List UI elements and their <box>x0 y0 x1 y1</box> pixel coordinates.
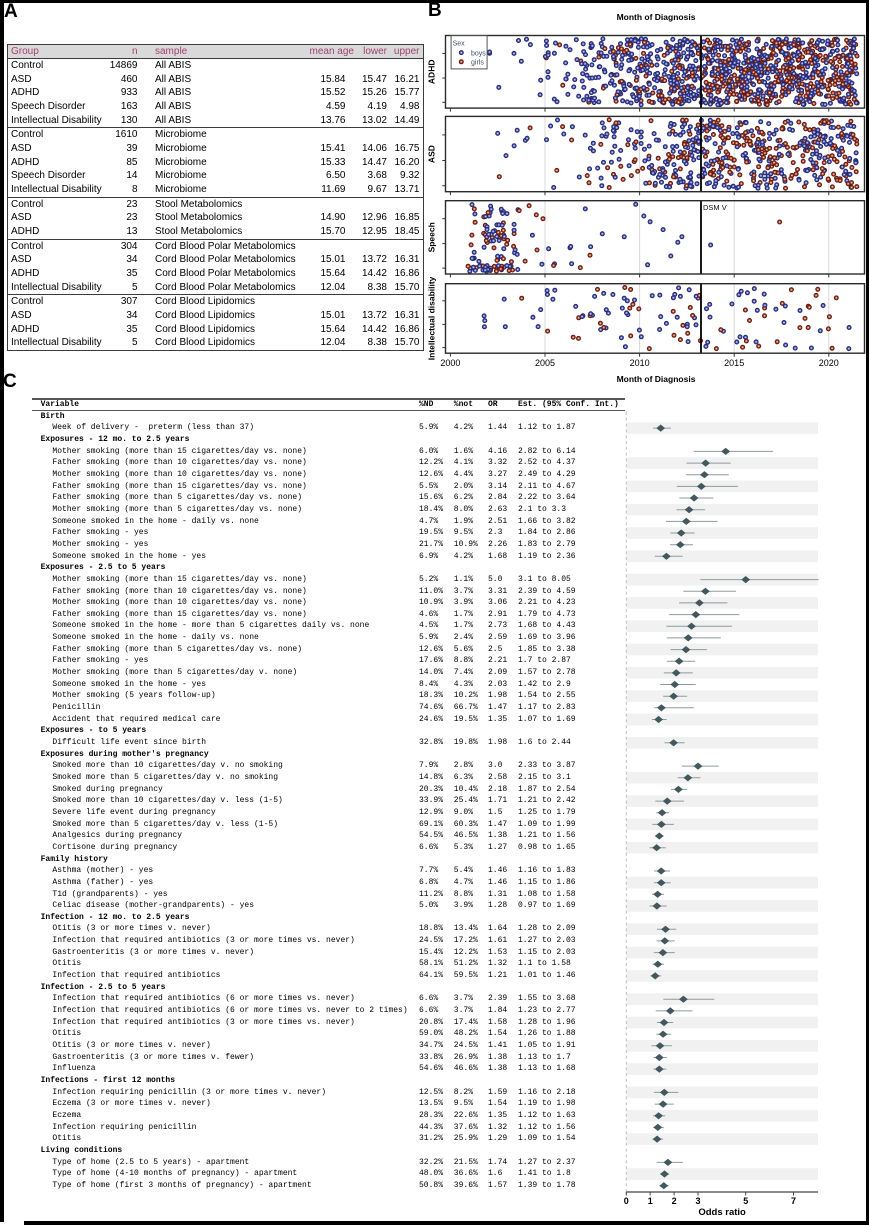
svg-text:Sex: Sex <box>453 41 466 48</box>
svg-text:2015: 2015 <box>724 358 744 368</box>
svg-text:2020: 2020 <box>819 358 839 368</box>
svg-text:ASD: ASD <box>426 145 436 163</box>
svg-text:7: 7 <box>791 1196 796 1206</box>
svg-text:2005: 2005 <box>535 358 555 368</box>
svg-text:Intellectual disability: Intellectual disability <box>426 276 436 360</box>
svg-text:ADHD: ADHD <box>426 60 436 85</box>
svg-text:2: 2 <box>672 1196 677 1206</box>
svg-text:Odds ratio: Odds ratio <box>698 1207 746 1218</box>
svg-text:5: 5 <box>743 1196 748 1206</box>
svg-text:2000: 2000 <box>440 358 460 368</box>
svg-text:Month of Diagnosis: Month of Diagnosis <box>617 374 696 384</box>
svg-text:boys: boys <box>471 50 486 57</box>
svg-text:DSM V: DSM V <box>703 203 727 212</box>
svg-text:3: 3 <box>695 1196 700 1206</box>
svg-text:Speech: Speech <box>426 222 436 252</box>
svg-text:girls: girls <box>471 60 484 67</box>
svg-text:0: 0 <box>624 1196 629 1206</box>
svg-text:1: 1 <box>648 1196 653 1206</box>
svg-text:2010: 2010 <box>630 358 650 368</box>
svg-text:Month of Diagnosis: Month of Diagnosis <box>617 12 696 22</box>
